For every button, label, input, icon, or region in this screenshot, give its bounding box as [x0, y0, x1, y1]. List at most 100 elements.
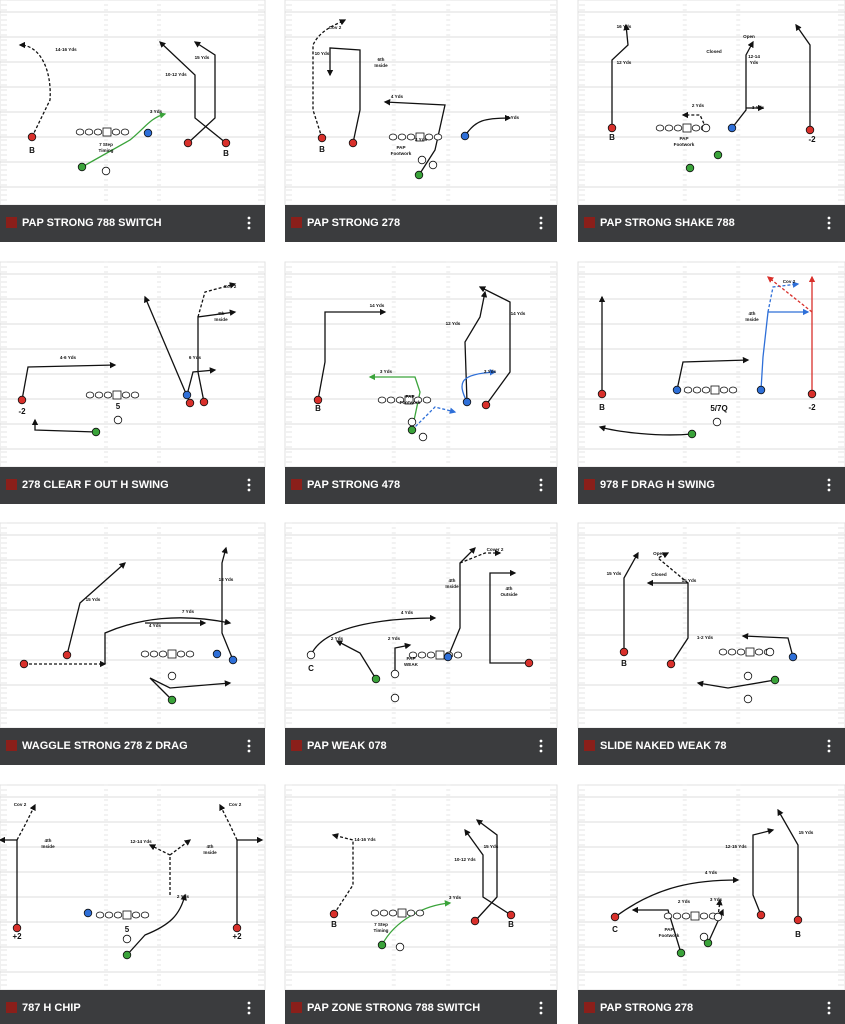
team-icon	[291, 740, 302, 751]
play-card[interactable]: 12-15 Yds 15 Yds 4 Yds 2 Yds 3 Yds PAPFootwor…	[577, 784, 845, 1024]
play-title: WAGGLE STRONG 278 Z DRAG	[22, 740, 188, 752]
lineman	[701, 386, 711, 394]
route-label: 15 Yds	[484, 844, 499, 849]
route-label: 4 Yds	[401, 610, 414, 615]
player	[470, 916, 480, 926]
route	[656, 552, 689, 584]
more-menu[interactable]	[247, 478, 251, 492]
player	[101, 166, 111, 176]
lineman	[386, 396, 396, 404]
route-label: 15 Yds	[607, 571, 622, 576]
field	[577, 522, 845, 729]
player	[524, 658, 534, 668]
player	[395, 942, 405, 952]
menu-dot	[827, 1006, 831, 1010]
player	[17, 395, 27, 405]
route	[461, 369, 497, 403]
more-menu[interactable]	[827, 478, 831, 492]
route-label: 10-12 Yds	[454, 857, 476, 862]
more-menu[interactable]	[539, 216, 543, 230]
more-menu[interactable]	[247, 216, 251, 230]
title-bar	[285, 728, 557, 765]
route	[459, 549, 502, 564]
route	[646, 579, 689, 665]
player	[793, 915, 803, 925]
route	[326, 47, 361, 144]
menu-dot	[539, 488, 543, 492]
title-bar	[285, 205, 557, 242]
player	[407, 417, 417, 427]
route	[383, 99, 446, 176]
player	[183, 138, 193, 148]
lineman	[433, 133, 443, 141]
more-menu[interactable]	[539, 1001, 543, 1015]
player	[83, 908, 93, 918]
lineman	[113, 911, 123, 919]
lineman	[93, 128, 103, 136]
route-label: 16 Yds	[617, 24, 632, 29]
route-label: B	[29, 146, 35, 155]
team-icon	[584, 217, 595, 228]
route-label: B	[508, 920, 514, 929]
lineman	[408, 651, 418, 659]
play-card[interactable]: 14-16 Yds 10-12 Yds 15 Yds 3 Yds 7 StepTimin…	[284, 784, 558, 1024]
route-label: Inside	[203, 850, 217, 855]
route-label: B	[621, 659, 627, 668]
player	[805, 125, 815, 135]
play-card[interactable]: 14-16 Yds 10-12 Yds 15 Yds 3 Yds 7 StepTimin…	[0, 0, 266, 242]
route-label: PAP	[406, 656, 415, 661]
play-title: PAP ZONE STRONG 788 SWITCH	[307, 1002, 480, 1014]
route-label: 3 Yds	[507, 115, 520, 120]
route-label: 5	[125, 925, 130, 934]
menu-dot	[247, 488, 251, 492]
route-label: 12 Yds	[446, 321, 461, 326]
route-label: 4th	[207, 844, 214, 849]
menu-dot	[539, 1011, 543, 1015]
more-menu[interactable]	[539, 739, 543, 753]
player	[770, 675, 780, 685]
route-label: 12-14	[748, 54, 760, 59]
player	[462, 397, 472, 407]
route-label: 14-16 Yds	[354, 837, 376, 842]
menu-dot	[539, 483, 543, 487]
center	[167, 649, 177, 659]
lineman	[103, 391, 113, 399]
more-menu[interactable]	[827, 739, 831, 753]
route-label: 2 Yds	[331, 636, 344, 641]
field	[577, 261, 845, 468]
route	[464, 114, 512, 137]
more-menu[interactable]	[827, 216, 831, 230]
more-menu[interactable]	[247, 1001, 251, 1015]
route-label: PAP	[405, 394, 414, 399]
more-menu[interactable]	[247, 739, 251, 753]
lineman	[84, 128, 94, 136]
route	[21, 361, 117, 401]
player	[143, 128, 153, 138]
route	[394, 642, 412, 674]
route-label: Cov 2	[329, 25, 342, 30]
lineman	[664, 124, 674, 132]
center	[397, 908, 407, 918]
play-title: PAP STRONG 478	[307, 479, 400, 491]
center	[122, 910, 132, 920]
play-title: PAP STRONG 278	[600, 1002, 693, 1014]
more-menu[interactable]	[827, 1001, 831, 1015]
play-card[interactable]: Open 15 Yds Closed 15 Yds 1-2 Yds B SLIDE NAKE…	[577, 522, 845, 765]
player	[228, 655, 238, 665]
title-bar	[0, 205, 265, 242]
route	[310, 614, 437, 656]
center	[435, 650, 445, 660]
play-card[interactable]: 15 Yds 18 Yds 7 Yds 4 Yds WAGGLE STRONG 278 …	[0, 522, 266, 765]
play-title: 978 F DRAG H SWING	[600, 479, 715, 491]
route-label: 3 Yds	[380, 369, 393, 374]
field	[577, 784, 845, 991]
route	[317, 308, 387, 401]
more-menu[interactable]	[539, 478, 543, 492]
